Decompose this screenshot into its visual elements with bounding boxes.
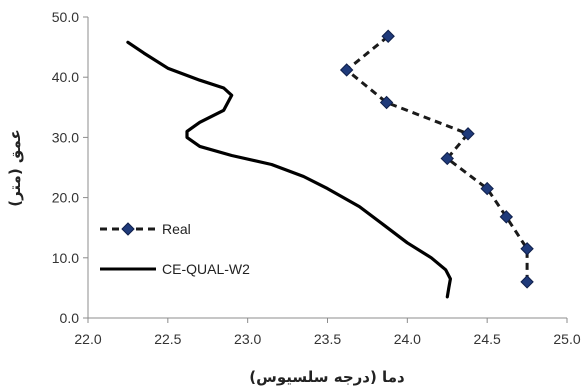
y-tick-label: 0.0 [60,310,80,326]
data-point-diamond [480,181,494,196]
data-point-diamond [381,29,395,43]
data-point-diamond [520,275,534,289]
y-tick-label: 50.0 [52,9,79,25]
data-point-diamond [520,242,534,256]
data-point-diamond [379,95,394,110]
data-point-diamond [499,210,514,224]
legend-marker-diamond [121,222,135,236]
series-layer [126,29,534,299]
y-tick-label: 40.0 [52,69,79,85]
axes: 22.0 22.5 23.0 23.5 24.0 24.5 25.0 0.0 10.0 20.0 3… [52,9,581,347]
x-tick-label: 23.0 [234,331,261,347]
x-tick-label: 22.0 [74,331,101,347]
legend-label: Real [162,221,191,237]
y-tick-label: 10.0 [52,250,79,266]
series-line-ce-qual-w2 [126,40,452,299]
data-point-diamond [461,127,475,141]
y-tick-label: 30.0 [52,129,79,145]
x-axis-title: دما (درجه سلسیوس) [249,368,405,386]
data-point-diamond [440,151,454,166]
y-axis-title: عمق (متر) [6,129,24,207]
x-tick-label: 22.5 [154,331,181,347]
legend: Real CE-QUAL-W2 [100,221,250,277]
x-tick-label: 23.5 [314,331,341,347]
y-tick-label: 20.0 [52,190,79,206]
x-tick-label: 25.0 [553,331,580,347]
x-tick-label: 24.0 [394,331,421,347]
x-tick-label: 24.5 [474,331,501,347]
series-line-real [345,35,529,282]
legend-label: CE-QUAL-W2 [162,261,250,277]
data-point-diamond [339,63,354,77]
